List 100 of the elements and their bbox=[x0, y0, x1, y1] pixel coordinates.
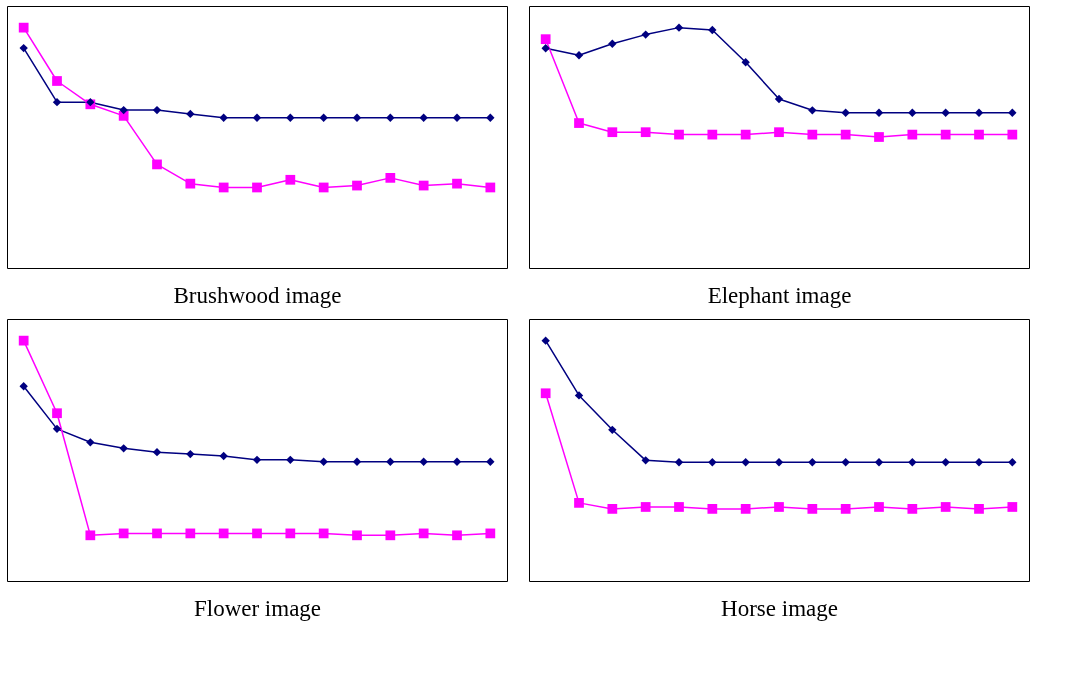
point bbox=[740, 504, 751, 514]
point bbox=[419, 113, 428, 122]
point bbox=[708, 25, 717, 35]
point bbox=[574, 498, 584, 508]
point bbox=[419, 457, 428, 466]
point bbox=[974, 108, 984, 117]
point bbox=[352, 457, 362, 466]
point bbox=[908, 108, 917, 117]
point bbox=[540, 34, 551, 45]
point bbox=[452, 530, 462, 541]
x-axis-title: Horse image bbox=[721, 595, 838, 621]
point bbox=[285, 174, 296, 185]
point bbox=[152, 447, 162, 457]
point bbox=[674, 458, 684, 467]
point bbox=[318, 182, 329, 193]
point bbox=[352, 180, 362, 191]
point bbox=[386, 113, 395, 122]
point bbox=[18, 22, 29, 33]
point bbox=[252, 113, 262, 122]
point bbox=[574, 118, 584, 128]
point bbox=[219, 113, 228, 122]
point bbox=[285, 528, 296, 539]
point bbox=[1007, 502, 1018, 512]
point bbox=[707, 129, 718, 140]
x-axis-title: Brushwood image bbox=[173, 282, 342, 308]
point bbox=[252, 455, 262, 465]
point bbox=[486, 113, 495, 122]
point bbox=[485, 182, 496, 193]
point bbox=[807, 504, 818, 514]
point bbox=[252, 528, 262, 539]
point bbox=[908, 458, 917, 467]
point bbox=[574, 51, 584, 60]
point bbox=[641, 30, 650, 39]
point bbox=[974, 129, 984, 140]
point bbox=[940, 129, 951, 140]
point bbox=[219, 451, 228, 461]
point bbox=[608, 425, 617, 434]
point bbox=[385, 530, 396, 541]
point bbox=[186, 449, 195, 459]
point bbox=[774, 458, 784, 467]
point bbox=[52, 97, 62, 107]
point bbox=[485, 528, 496, 539]
point bbox=[18, 335, 29, 346]
point bbox=[940, 502, 951, 512]
point bbox=[85, 530, 96, 541]
point bbox=[19, 43, 28, 53]
point bbox=[185, 528, 196, 539]
point bbox=[352, 113, 362, 122]
point bbox=[841, 108, 850, 117]
point bbox=[319, 113, 328, 122]
point bbox=[319, 457, 328, 466]
point bbox=[52, 408, 62, 419]
point bbox=[1008, 108, 1017, 117]
point bbox=[318, 528, 329, 539]
point bbox=[119, 105, 128, 115]
point bbox=[840, 129, 851, 140]
point bbox=[707, 504, 718, 514]
point bbox=[418, 180, 429, 191]
point bbox=[385, 172, 396, 183]
point bbox=[118, 528, 129, 539]
point bbox=[218, 182, 229, 193]
point bbox=[218, 528, 229, 539]
point bbox=[674, 23, 684, 32]
point bbox=[741, 58, 750, 67]
point bbox=[540, 388, 551, 399]
point bbox=[740, 129, 751, 140]
point bbox=[152, 159, 162, 170]
point bbox=[741, 458, 750, 467]
point bbox=[808, 458, 817, 467]
point bbox=[641, 456, 650, 465]
point bbox=[186, 109, 195, 119]
point bbox=[874, 108, 884, 117]
point bbox=[640, 502, 651, 512]
point bbox=[574, 391, 584, 400]
point bbox=[1008, 458, 1017, 467]
point bbox=[841, 458, 850, 467]
point bbox=[874, 458, 884, 467]
point bbox=[607, 504, 618, 514]
point bbox=[418, 528, 429, 539]
x-axis-title: Flower image bbox=[193, 595, 322, 621]
point bbox=[974, 504, 984, 514]
point bbox=[874, 132, 884, 142]
point bbox=[640, 127, 651, 138]
point bbox=[185, 178, 196, 189]
point bbox=[774, 127, 784, 138]
point bbox=[674, 129, 684, 140]
point bbox=[252, 182, 262, 193]
point bbox=[941, 458, 950, 467]
point bbox=[452, 178, 462, 189]
point bbox=[452, 113, 462, 122]
point bbox=[486, 457, 495, 466]
point bbox=[286, 113, 295, 122]
point bbox=[708, 458, 717, 467]
point bbox=[941, 108, 950, 117]
point bbox=[907, 129, 918, 140]
point bbox=[1007, 129, 1018, 140]
point bbox=[907, 504, 918, 514]
point bbox=[808, 106, 817, 115]
point bbox=[352, 530, 362, 541]
point bbox=[674, 502, 684, 512]
